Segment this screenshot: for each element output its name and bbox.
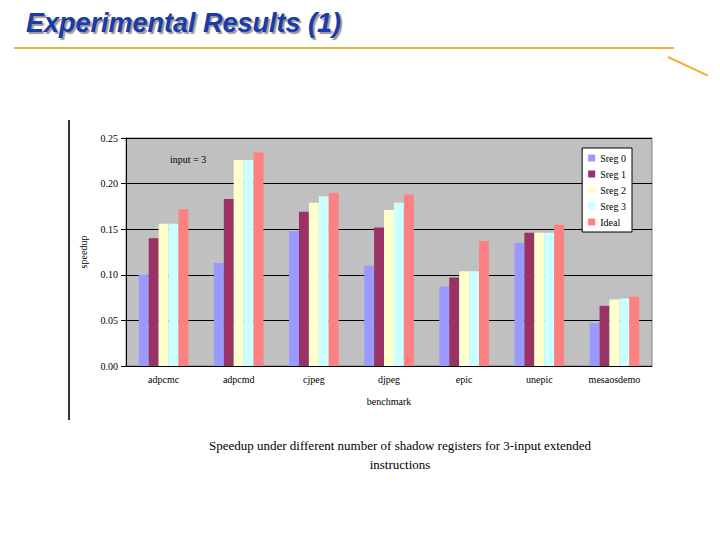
svg-text:input = 3: input = 3 [170,154,206,165]
svg-text:Ideal: Ideal [600,217,620,228]
svg-text:epic: epic [456,374,473,385]
svg-text:adpcmc: adpcmc [148,374,180,385]
svg-text:0.00: 0.00 [101,361,119,372]
svg-text:djpeg: djpeg [378,374,400,385]
html-text:Experimental Results (1): Experimental Results (1) [26,8,342,38]
svg-text:benchmark: benchmark [367,396,411,407]
html-text:Speedup under different number: Speedup under different number of shadow… [209,438,591,472]
svg-text:Sreg 2: Sreg 2 [600,185,626,196]
svg-text:cjpeg: cjpeg [303,374,325,385]
svg-text:0.15: 0.15 [101,224,119,235]
svg-text:unepic: unepic [526,374,553,385]
svg-text:speedup: speedup [78,236,89,269]
svg-text:Sreg 1: Sreg 1 [600,169,626,180]
svg-text:adpcmd: adpcmd [223,374,255,385]
svg-text:Sreg 3: Sreg 3 [600,201,626,212]
svg-text:0.05: 0.05 [101,315,119,326]
svg-text:Sreg 0: Sreg 0 [600,153,626,164]
svg-text:0.20: 0.20 [101,178,119,189]
svg-text:0.25: 0.25 [101,133,119,144]
svg-text:mesaosdemo: mesaosdemo [589,374,641,385]
svg-text:0.10: 0.10 [101,269,119,280]
